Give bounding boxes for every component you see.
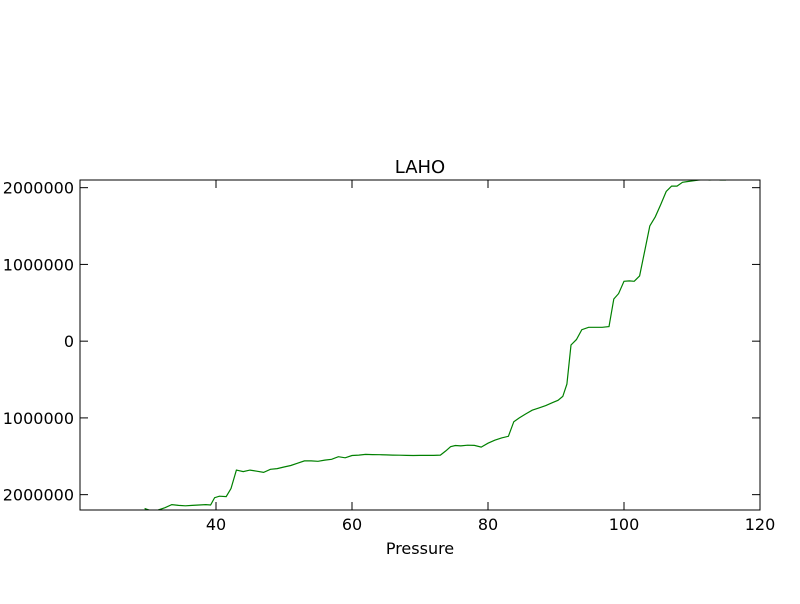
x-tick-label: 100 xyxy=(609,515,640,534)
x-tick-label: 120 xyxy=(745,515,776,534)
y-tick-label: 2000000 xyxy=(3,179,74,198)
y-tick-label: 1000000 xyxy=(3,255,74,274)
x-tick-label: 40 xyxy=(206,515,226,534)
x-tick-label: 60 xyxy=(342,515,362,534)
chart-title: LAHO xyxy=(395,157,445,178)
y-tick-label: 2000000 xyxy=(3,486,74,505)
y-tick-label: 0 xyxy=(64,332,74,351)
series-line xyxy=(144,180,726,510)
x-tick-label: 80 xyxy=(478,515,498,534)
plot-frame xyxy=(79,179,761,511)
y-tick-label: 1000000 xyxy=(3,409,74,428)
x-axis-label: Pressure xyxy=(386,539,454,558)
